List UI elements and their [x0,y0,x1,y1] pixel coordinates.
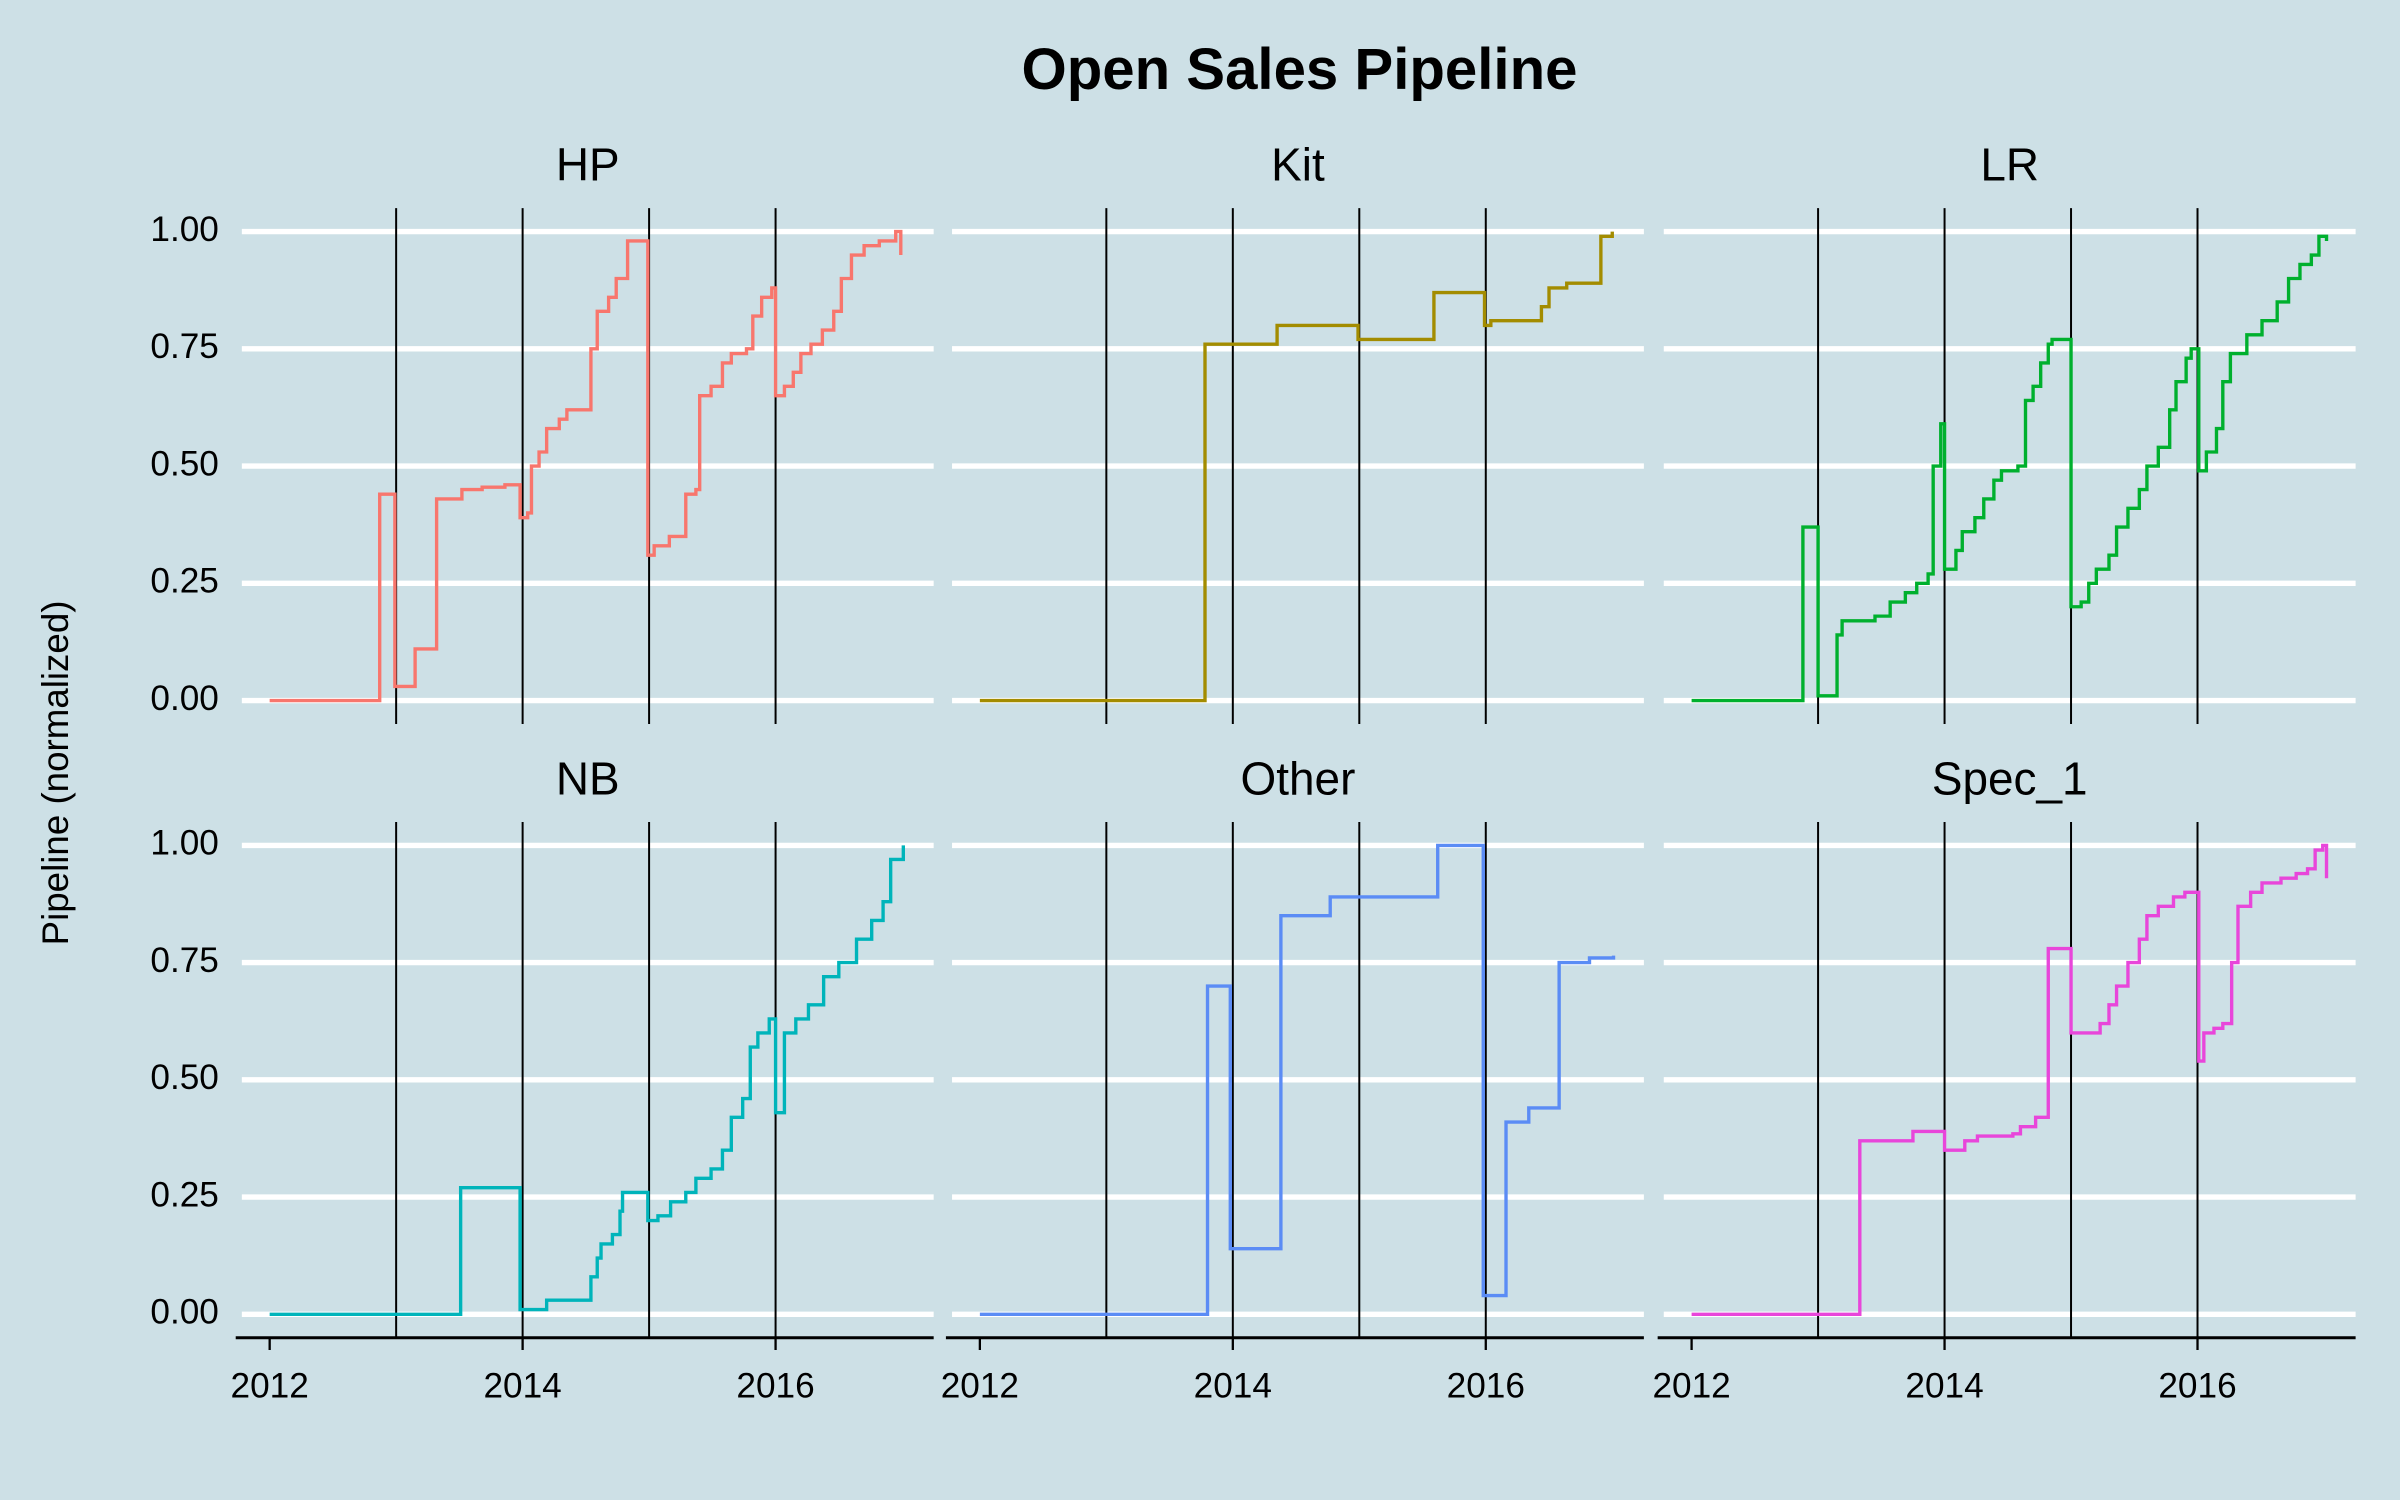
panel-title: LR [1980,138,2039,190]
y-tick-label: 0.75 [150,941,219,980]
panel-title: Other [1241,752,1356,804]
series-line [1691,843,2329,1316]
y-tick-label: 0.25 [150,562,219,601]
panel-title: HP [556,138,620,190]
x-tick-label: 2016 [1447,1367,1525,1406]
x-tick-label: 2016 [736,1367,814,1406]
panel-title: Spec_1 [1932,752,2088,804]
x-tick-label: 2012 [941,1367,1019,1406]
panel-title: Kit [1271,138,1325,190]
x-tick-label: 2012 [231,1367,309,1406]
y-tick-label: 0.75 [150,327,219,366]
y-tick-label: 0.00 [150,679,219,718]
y-tick-label: 0.50 [150,1058,219,1097]
x-tick-label: 2014 [483,1367,561,1406]
y-tick-label: 0.50 [150,444,219,483]
series-line [979,231,1614,703]
series-line [979,843,1616,1316]
x-tick-label: 2014 [1905,1367,1983,1406]
series-line [1691,234,2329,703]
x-tick-label: 2014 [1194,1367,1272,1406]
series-line [269,845,906,1316]
panel-title: NB [556,752,620,804]
y-tick-label: 1.00 [150,210,219,249]
x-tick-label: 2012 [1652,1367,1730,1406]
y-tick-label: 0.25 [150,1175,219,1214]
chart-title: Open Sales Pipeline [1022,37,1578,102]
y-tick-label: 1.00 [150,824,219,863]
series-line [269,229,903,703]
y-axis-label: Pipeline (normalized) [35,601,76,946]
y-tick-label: 0.00 [150,1293,219,1332]
x-tick-label: 2016 [2158,1367,2236,1406]
